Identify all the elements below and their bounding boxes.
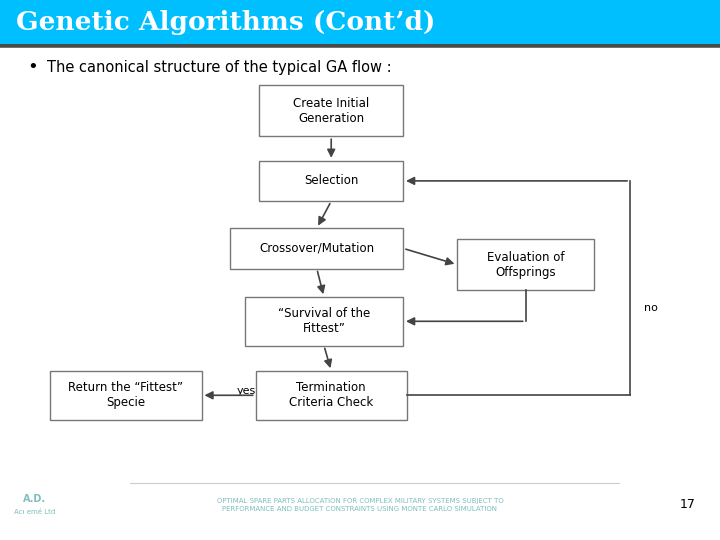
Text: Return the “Fittest”
Specie: Return the “Fittest” Specie [68,381,184,409]
Text: OPTIMAL SPARE PARTS ALLOCATION FOR COMPLEX MILITARY SYSTEMS SUBJECT TO
PERFORMAN: OPTIMAL SPARE PARTS ALLOCATION FOR COMPL… [217,498,503,512]
FancyBboxPatch shape [259,85,403,136]
Text: Evaluation of
Offsprings: Evaluation of Offsprings [487,251,564,279]
FancyBboxPatch shape [0,0,720,44]
FancyBboxPatch shape [245,297,403,346]
FancyBboxPatch shape [457,239,594,291]
FancyBboxPatch shape [256,371,407,420]
FancyBboxPatch shape [259,160,403,201]
Text: Selection: Selection [304,174,359,187]
Text: The canonical structure of the typical GA flow :: The canonical structure of the typical G… [47,60,392,75]
Text: Genetic Algorithms (Cont’d): Genetic Algorithms (Cont’d) [16,10,435,35]
Text: no: no [644,303,658,313]
Text: “Survival of the
Fittest”: “Survival of the Fittest” [278,307,370,335]
Text: Crossover/Mutation: Crossover/Mutation [259,242,374,255]
Text: Create Initial
Generation: Create Initial Generation [293,97,369,125]
Text: yes: yes [236,387,256,396]
Text: •: • [27,58,38,77]
Text: A.D.: A.D. [23,495,46,504]
FancyBboxPatch shape [230,228,403,268]
Text: 17: 17 [680,498,696,511]
FancyBboxPatch shape [50,371,202,420]
Text: Acı emé Ltd: Acı emé Ltd [14,509,55,515]
Text: Termination
Criteria Check: Termination Criteria Check [289,381,374,409]
